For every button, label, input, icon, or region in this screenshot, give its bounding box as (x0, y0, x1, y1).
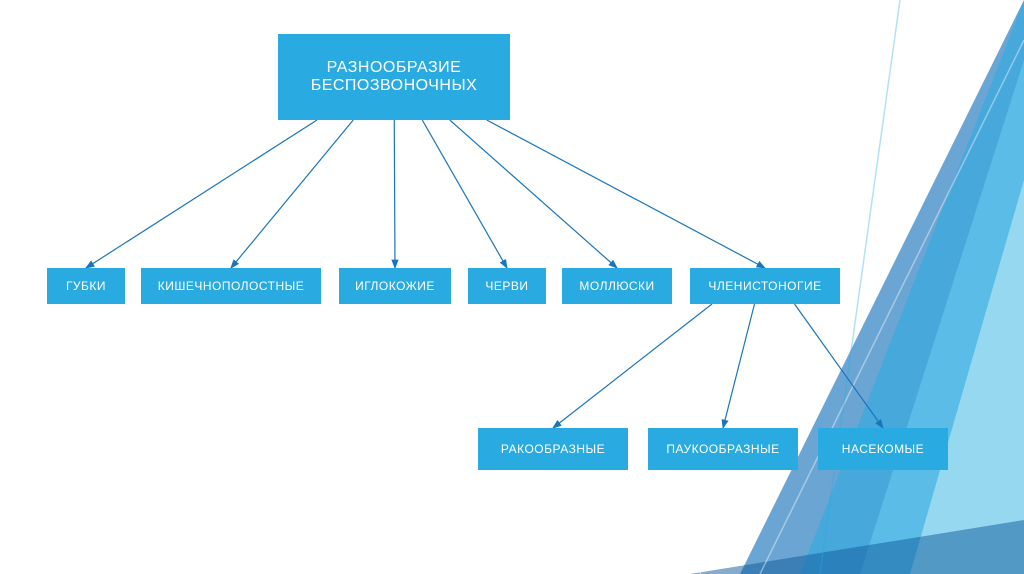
node-label: ЧЕРВИ (485, 279, 528, 293)
node-label: НАСЕКОМЫЕ (842, 442, 924, 456)
node-label: ГУБКИ (66, 279, 106, 293)
diagram-canvas: РАЗНООБРАЗИЕ БЕСПОЗВОНОЧНЫХ ГУБКИ КИШЕЧН… (0, 0, 1024, 574)
node-chervi: ЧЕРВИ (468, 268, 546, 304)
node-label: ИГЛОКОЖИЕ (355, 279, 435, 293)
root-node: РАЗНООБРАЗИЕ БЕСПОЗВОНОЧНЫХ (278, 34, 510, 120)
root-label-line1: РАЗНООБРАЗИЕ (311, 59, 478, 77)
node-label: ЧЛЕНИСТОНОГИЕ (708, 279, 821, 293)
node-mollyuski: МОЛЛЮСКИ (562, 268, 672, 304)
node-nasekomye: НАСЕКОМЫЕ (818, 428, 948, 470)
node-label: КИШЕЧНОПОЛОСТНЫЕ (158, 279, 305, 293)
node-label: МОЛЛЮСКИ (579, 279, 654, 293)
node-gubki: ГУБКИ (47, 268, 125, 304)
node-paukoobraznye: ПАУКООБРАЗНЫЕ (648, 428, 798, 470)
node-label: РАКООБРАЗНЫЕ (501, 442, 605, 456)
node-iglokozhie: ИГЛОКОЖИЕ (339, 268, 451, 304)
node-kishechnopolostnye: КИШЕЧНОПОЛОСТНЫЕ (141, 268, 321, 304)
node-rakoobraznye: РАКООБРАЗНЫЕ (478, 428, 628, 470)
node-label: ПАУКООБРАЗНЫЕ (666, 442, 779, 456)
node-chlenistonogie: ЧЛЕНИСТОНОГИЕ (690, 268, 840, 304)
root-label-line2: БЕСПОЗВОНОЧНЫХ (311, 77, 478, 95)
